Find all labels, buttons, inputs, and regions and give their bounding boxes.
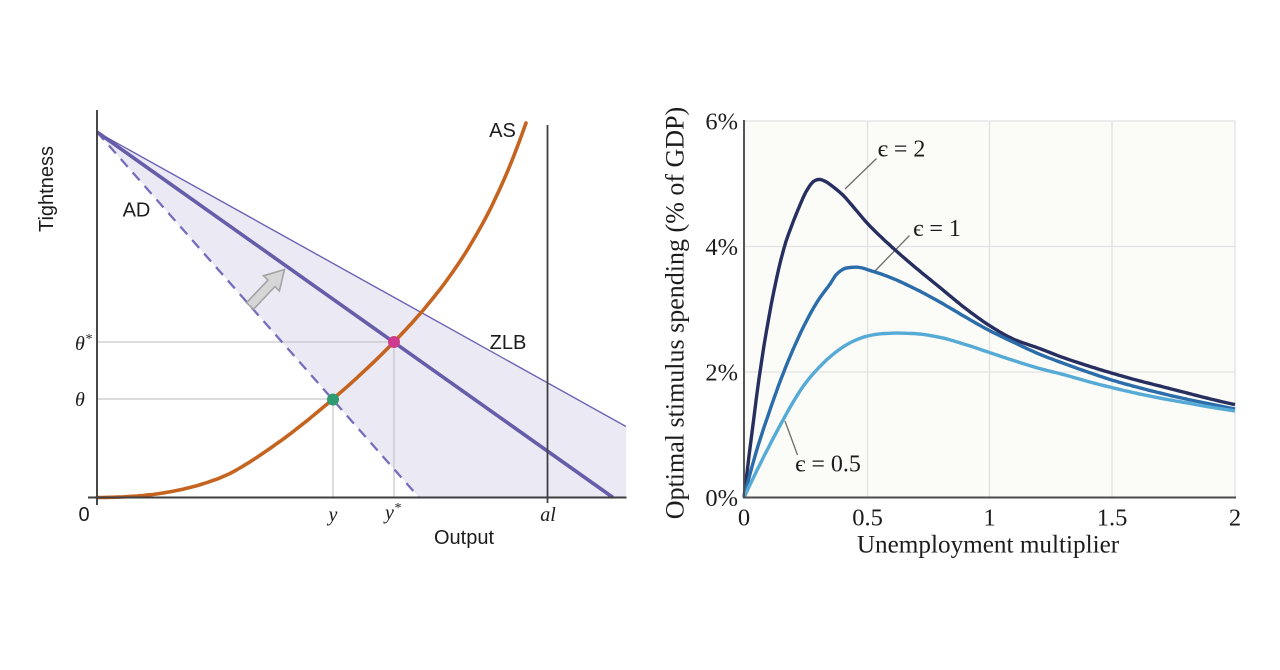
- svg-text:y*: y*: [383, 501, 401, 524]
- svg-text:AS: AS: [489, 120, 516, 142]
- svg-text:θ: θ: [75, 389, 85, 411]
- svg-text:Tightness: Tightness: [36, 146, 58, 232]
- svg-text:4%: 4%: [705, 234, 738, 261]
- svg-text:є = 2: є = 2: [878, 137, 926, 163]
- svg-text:0%: 0%: [705, 485, 738, 512]
- svg-text:2%: 2%: [705, 360, 738, 387]
- svg-text:1: 1: [983, 505, 995, 532]
- svg-text:1.5: 1.5: [1097, 505, 1128, 532]
- svg-text:0: 0: [738, 505, 750, 532]
- svg-text:Optimal stimulus spending (% o: Optimal stimulus spending (% of GDP): [661, 107, 690, 519]
- svg-text:Output: Output: [434, 527, 494, 549]
- svg-text:0: 0: [78, 504, 89, 526]
- svg-text:є = 0.5: є = 0.5: [795, 452, 861, 478]
- svg-text:y: y: [327, 504, 338, 526]
- svg-text:6%: 6%: [705, 109, 738, 136]
- svg-text:Unemployment multiplier: Unemployment multiplier: [857, 532, 1120, 559]
- svg-text:θ*: θ*: [75, 332, 92, 355]
- svg-text:є = 1: є = 1: [913, 216, 961, 242]
- svg-text:al: al: [540, 504, 556, 526]
- svg-text:2: 2: [1229, 505, 1241, 532]
- svg-text:AD: AD: [123, 200, 151, 222]
- svg-text:ZLB: ZLB: [490, 332, 527, 354]
- svg-text:0.5: 0.5: [852, 505, 883, 532]
